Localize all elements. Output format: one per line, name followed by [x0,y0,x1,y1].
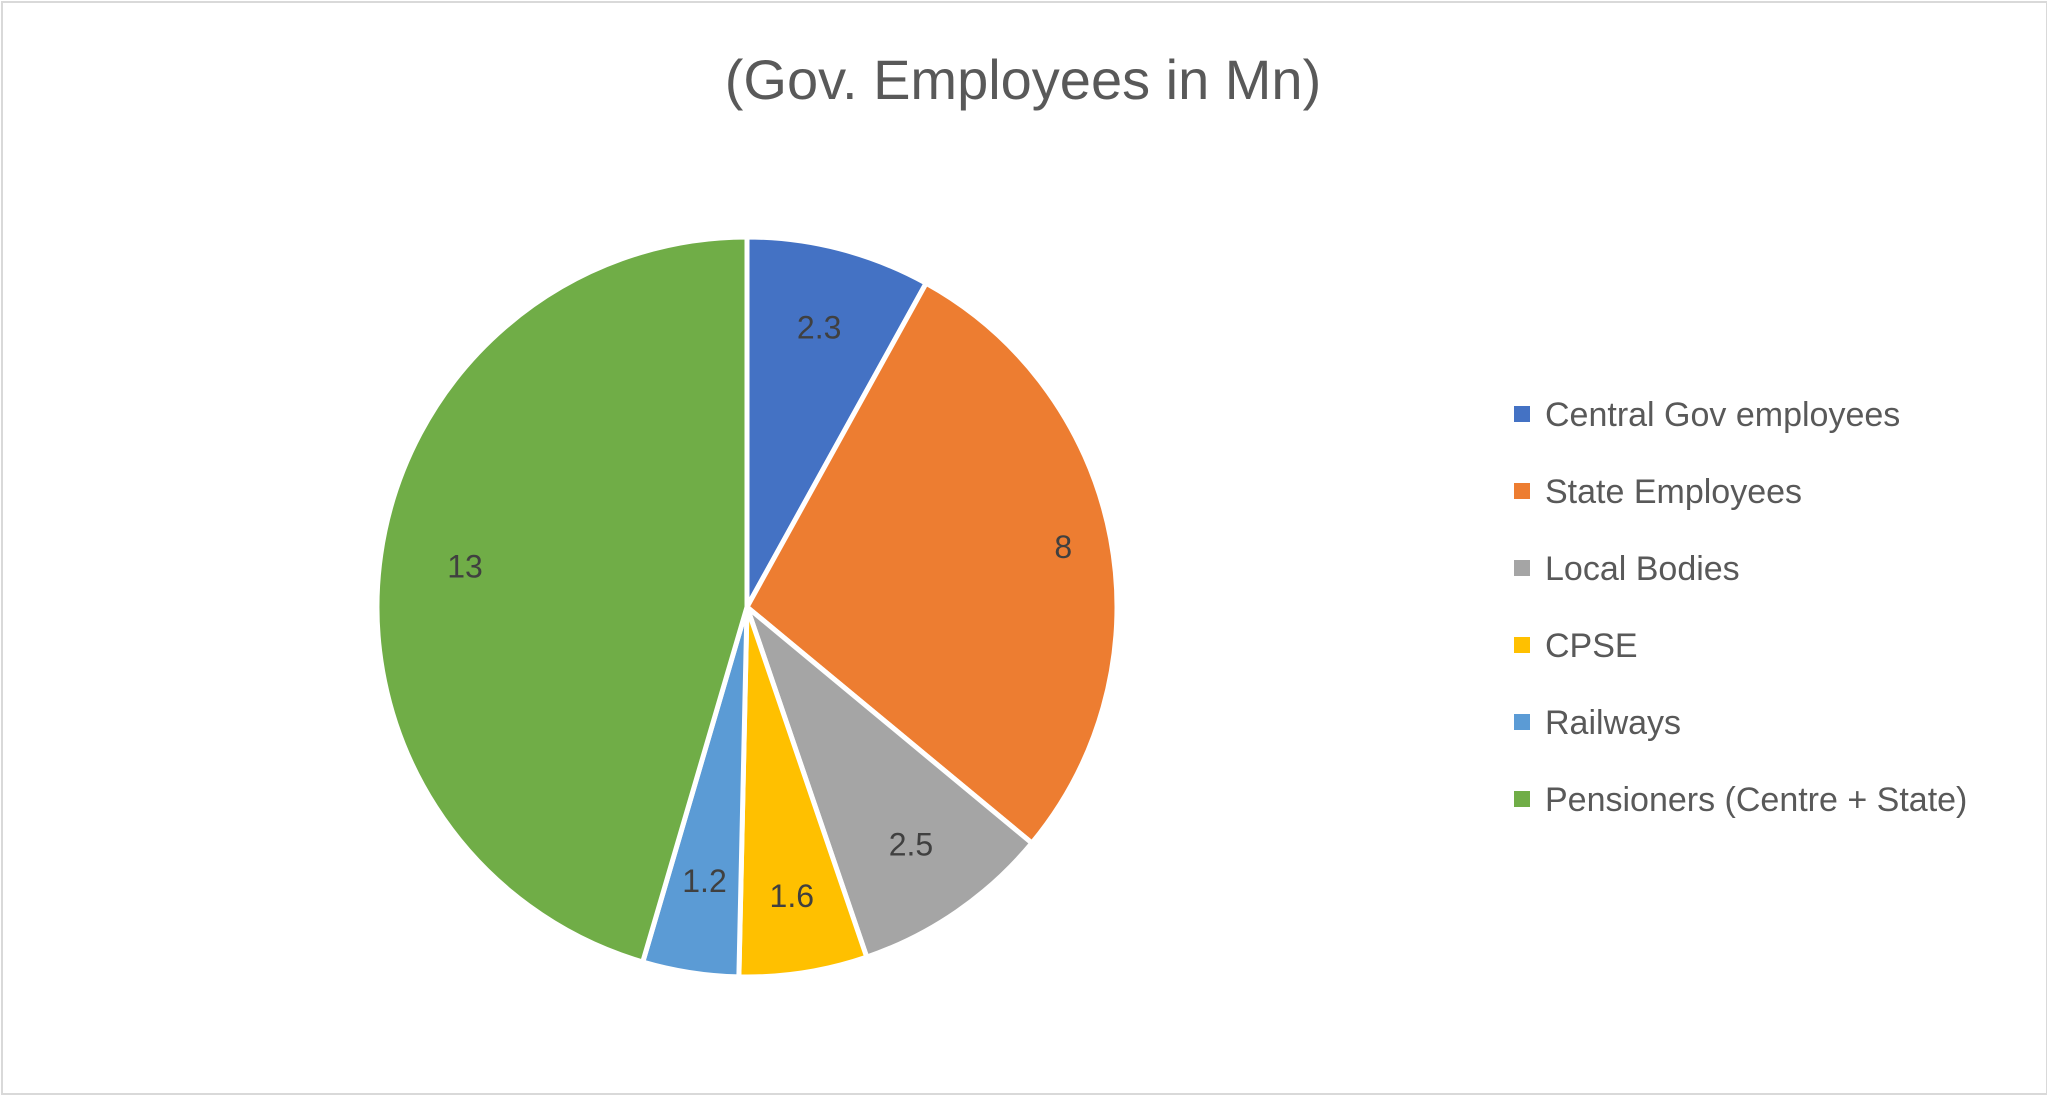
legend-swatch-pensioners [1514,791,1530,807]
pie-slice-cpse [736,604,870,980]
chart-title: (Gov. Employees in Mn) [725,48,1321,111]
data-label-state: 8 [1054,529,1072,565]
pie-chart: (Gov. Employees in Mn) 2.3 8 2.5 1.6 1.2 13 C… [374,48,1967,980]
legend-label-central-gov: Central Gov employees [1545,396,1900,434]
legend-label-railways: Railways [1545,704,1681,742]
legend: Central Gov employees State Employees Loca… [1514,396,1967,819]
data-label-local-bodies: 2.5 [889,827,933,863]
legend-swatch-local-bodies [1514,560,1530,576]
data-label-central-gov: 2.3 [797,310,841,346]
data-label-railways: 1.2 [682,863,726,899]
legend-swatch-cpse [1514,637,1530,653]
legend-label-cpse: CPSE [1545,627,1638,665]
pie-slices [374,234,1120,980]
pie-slice-pensioners [374,234,750,965]
legend-label-pensioners: Pensioners (Centre + State) [1545,781,1967,819]
legend-label-local-bodies: Local Bodies [1545,550,1740,588]
pie-data-labels: 2.3 8 2.5 1.6 1.2 13 [447,310,1072,914]
pie-slice-local-bodies [744,604,1035,960]
data-label-cpse: 1.6 [770,878,814,914]
legend-label-state: State Employees [1545,473,1802,511]
pie-slice-state [744,280,1120,846]
legend-swatch-central-gov [1514,406,1530,422]
data-label-pensioners: 13 [447,548,483,584]
legend-swatch-railways [1514,714,1530,730]
legend-swatch-state [1514,483,1530,499]
pie-slice-central-gov [744,234,929,610]
